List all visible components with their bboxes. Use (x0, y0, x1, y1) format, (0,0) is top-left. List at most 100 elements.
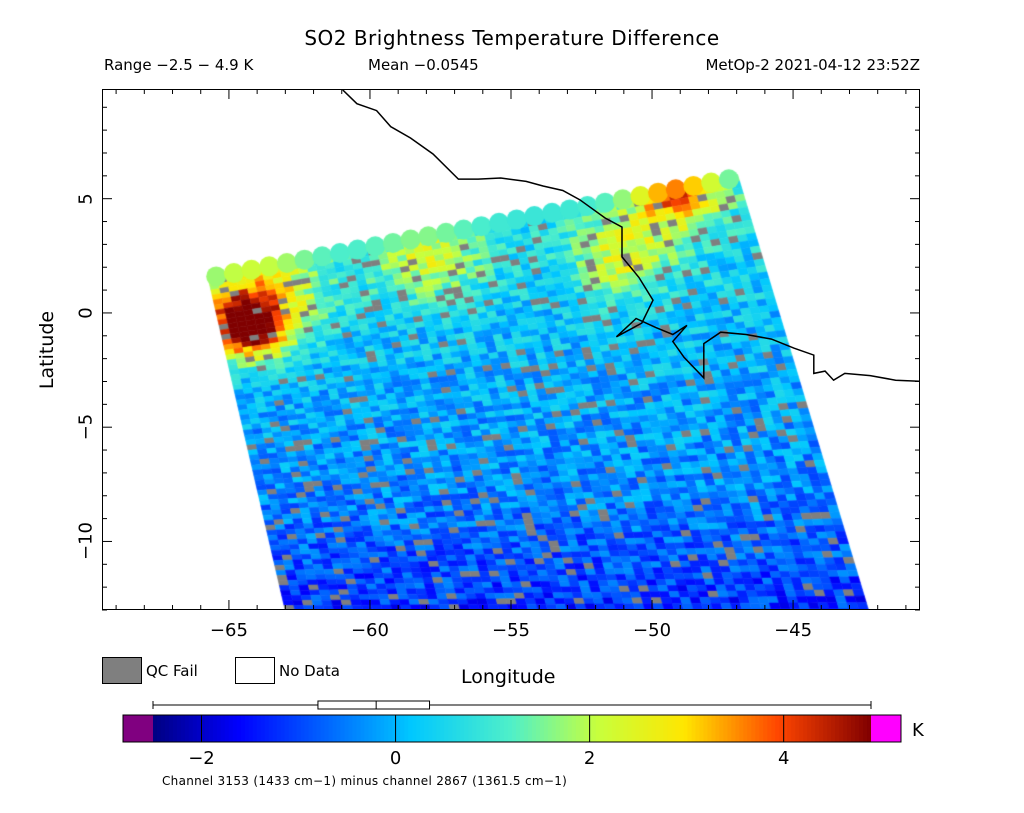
colorbar-segment (188, 715, 194, 742)
colorbar-segment (412, 715, 417, 742)
colorbar-segment (811, 715, 816, 742)
colorbar-segment (571, 715, 577, 742)
colorbar-segment (767, 715, 772, 742)
colorbar-segment (256, 715, 262, 742)
colorbar-segment (743, 715, 748, 742)
colorbar-segment (831, 715, 836, 742)
colorbar-tick-label: 0 (389, 748, 402, 769)
colorbar-tick-label: −2 (188, 748, 215, 769)
colorbar-segment (579, 715, 585, 742)
colorbar-segment (480, 715, 485, 742)
colorbar-segment (703, 715, 709, 742)
colorbar-segment (643, 715, 649, 742)
colorbar-segment (220, 715, 226, 742)
colorbar-segment (160, 715, 166, 742)
colorbar-segment (619, 715, 625, 742)
colorbar-segment (531, 715, 537, 742)
colorbar-segment (396, 715, 401, 742)
colorbar-segment (775, 715, 780, 742)
colorbar-segment (575, 715, 581, 742)
colorbar-segment (567, 715, 573, 742)
no-data-swatch (235, 657, 275, 684)
colorbar-segment (807, 715, 812, 742)
colorbar-segment (867, 715, 872, 742)
colorbar-segment (611, 715, 617, 742)
map-plot-area[interactable] (102, 89, 920, 610)
colorbar-segment (268, 715, 274, 742)
colorbar-segment (276, 715, 282, 742)
colorbar-segment (404, 715, 409, 742)
colorbar-segment (727, 715, 732, 742)
colorbar-segment (527, 715, 533, 742)
colorbar-segment (504, 715, 509, 742)
colorbar-segment (336, 715, 342, 742)
colorbar-segment (392, 715, 397, 742)
colorbar-segment (791, 715, 796, 742)
colorbar-segment (747, 715, 752, 742)
colorbar-segment (711, 715, 717, 742)
colorbar-segment (300, 715, 306, 742)
colorbar-segment (663, 715, 669, 742)
colorbar-segment (603, 715, 609, 742)
colorbar-segment (787, 715, 792, 742)
colorbar-segment (827, 715, 832, 742)
colorbar-segment (563, 715, 569, 742)
colorbar-segment (416, 715, 421, 742)
colorbar-segment (863, 715, 868, 742)
colorbar-segment (156, 715, 162, 742)
colorbar-segment (819, 715, 824, 742)
x-axis-label: Longitude (461, 666, 556, 688)
coastline-layer (342, 90, 919, 382)
colorbar-segment (328, 715, 334, 742)
colorbar-segment (515, 715, 521, 742)
colorbar-segment (364, 715, 369, 742)
colorbar-segment (332, 715, 338, 742)
colorbar-segment (695, 715, 701, 742)
colorbar-segment (284, 715, 290, 742)
x-tick-label: −50 (633, 620, 672, 641)
x-tick-label: −65 (209, 620, 248, 641)
colorbar-segment (448, 715, 453, 742)
colorbar-segment (472, 715, 477, 742)
colorbar-tick-label: 2 (583, 748, 596, 769)
colorbar-segment (691, 715, 697, 742)
colorbar-overflow (871, 715, 901, 742)
colorbar-segment (312, 715, 318, 742)
colorbar-segment (823, 715, 828, 742)
colorbar-segment (384, 715, 389, 742)
colorbar-segment (595, 715, 601, 742)
colorbar-segment (288, 715, 294, 742)
colorbar-segment (484, 715, 489, 742)
colorbar-segment (500, 715, 505, 742)
colorbar-segment (627, 715, 633, 742)
y-tick-label: 5 (75, 192, 97, 205)
colorbar-segment (240, 715, 246, 742)
colorbar-underflow (123, 715, 153, 742)
colorbar-segment (408, 715, 413, 742)
colorbar-segment (615, 715, 621, 742)
colorbar-segment (184, 715, 190, 742)
colorbar-segment (424, 715, 429, 742)
colorbar-segment (779, 715, 784, 742)
y-tick-label: −5 (75, 413, 97, 441)
colorbar-segment (308, 715, 314, 742)
colorbar-segment (783, 715, 788, 742)
colorbar-segment (723, 715, 728, 742)
colorbar-segment (835, 715, 840, 742)
colorbar-segment (583, 715, 589, 742)
colorbar-segment (739, 715, 744, 742)
x-tick-label: −55 (492, 620, 530, 641)
colorbar-segment (356, 715, 362, 742)
colorbar-segment (200, 715, 206, 742)
colorbar-segment (675, 715, 681, 742)
chart-title: SO2 Brightness Temperature Difference (304, 26, 720, 50)
colorbar-segment (248, 715, 254, 742)
colorbar-segment (715, 715, 721, 742)
colorbar-segment (535, 715, 541, 742)
colorbar-segment (244, 715, 250, 742)
colorbar-segment (400, 715, 405, 742)
colorbar-segment (436, 715, 441, 742)
colorbar-segment (719, 715, 725, 742)
colorbar-segment (153, 715, 158, 742)
